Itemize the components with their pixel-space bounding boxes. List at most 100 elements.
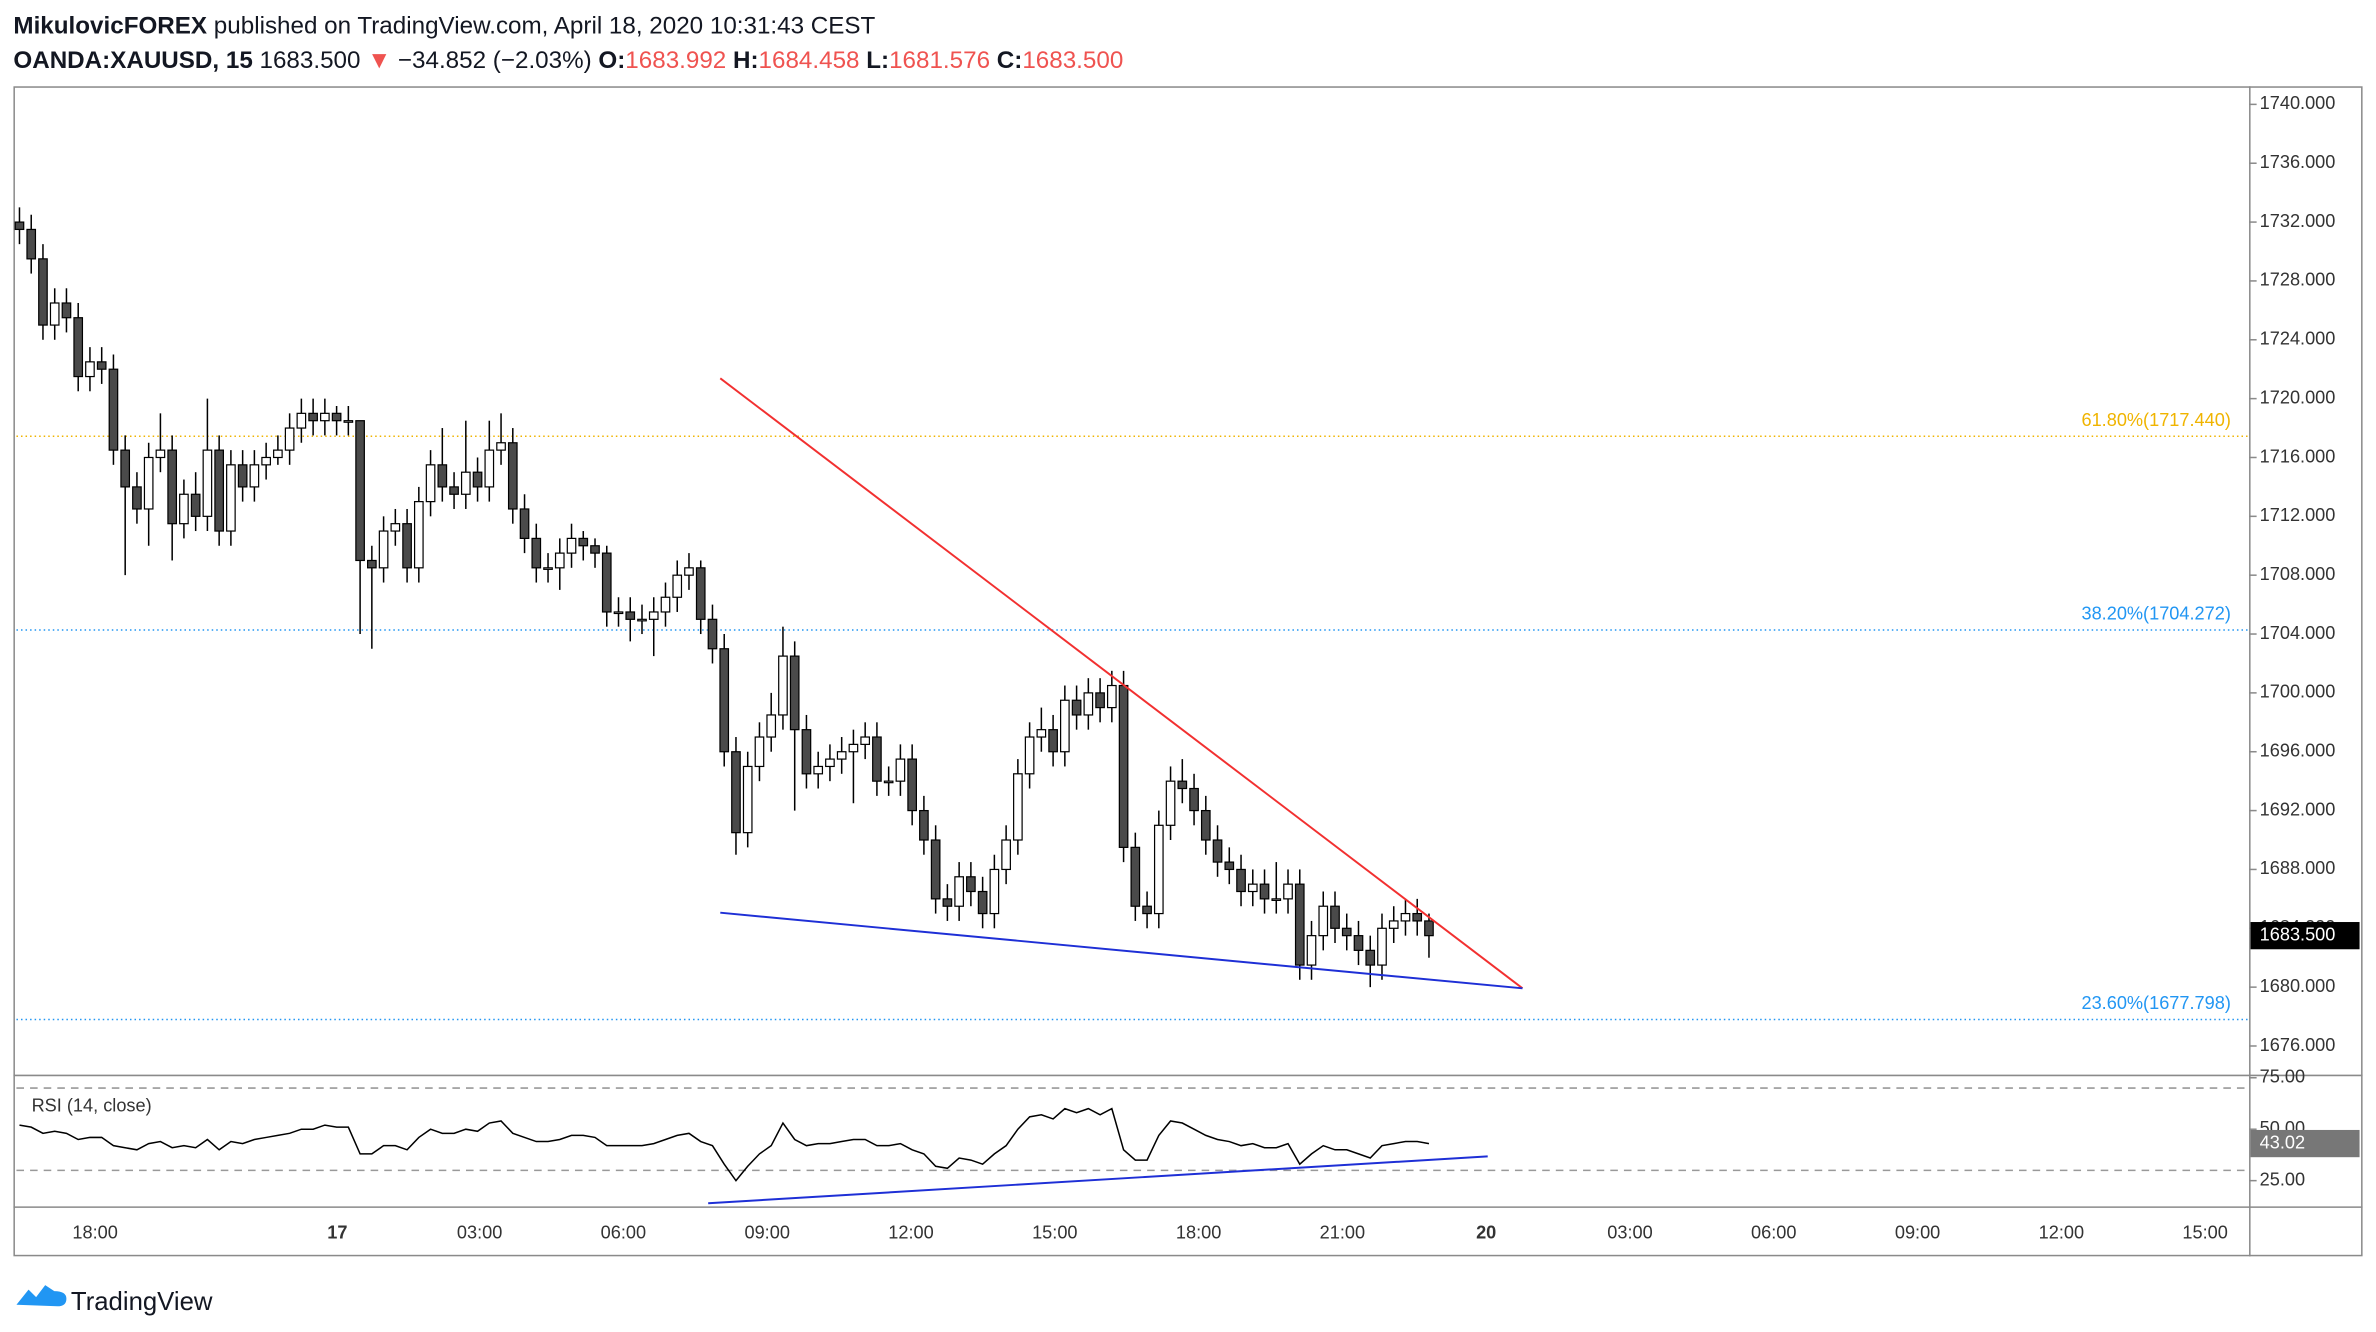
candle-body <box>1341 927 1352 937</box>
candle-body <box>320 412 330 422</box>
h-label: H: <box>733 47 759 74</box>
c-label: C: <box>997 47 1023 74</box>
change: −34.852 (−2.03%) <box>398 47 592 74</box>
candle-body <box>202 449 213 517</box>
y-tick-label: 25.00 <box>2260 1169 2305 1189</box>
last-price-label: 1683.500 <box>2260 924 2336 944</box>
arrow: ▼ <box>367 47 391 74</box>
candle-body <box>742 765 753 834</box>
candle-body <box>1048 729 1058 753</box>
candle-body <box>1060 699 1070 753</box>
fib-label: 61.80%(1717.440) <box>2081 410 2230 430</box>
candle-body <box>331 412 342 422</box>
candle-body <box>1130 846 1141 907</box>
candle-body <box>1236 868 1246 893</box>
candle-body <box>1001 839 1011 871</box>
x-tick-label: 17 <box>327 1222 347 1242</box>
candle-body <box>155 449 166 459</box>
candle-body <box>1377 927 1387 966</box>
candle-body <box>625 611 636 620</box>
y-tick-label: 1740.000 <box>2260 93 2336 113</box>
x-tick-label: 06:00 <box>1751 1222 1796 1242</box>
x-tick-label: 20 <box>1476 1222 1496 1242</box>
candle-body <box>460 471 471 495</box>
candle-body <box>179 493 189 525</box>
candle-body <box>919 809 929 841</box>
candle-body <box>1353 935 1364 951</box>
candle-body <box>249 464 260 488</box>
l-value: 1681.576 <box>889 47 990 74</box>
candle-body <box>754 736 765 768</box>
candle-body <box>613 611 624 615</box>
candle-body <box>1024 736 1035 775</box>
candle-body <box>472 471 483 488</box>
x-tick-label: 21:00 <box>1320 1222 1365 1242</box>
candle-body <box>167 449 178 525</box>
candle-body <box>766 714 777 738</box>
candle-body <box>1330 905 1340 929</box>
candle-body <box>1365 949 1376 966</box>
logo-text: TradingView <box>71 1288 213 1316</box>
candle-body <box>695 567 706 620</box>
y-tick-label: 1692.000 <box>2260 799 2336 819</box>
plot: 18:00 17 03:00 06:00 09:00 12:00 15:00 18:00 21:… <box>14 93 2360 1242</box>
candle-body <box>85 361 95 378</box>
o-value: 1683.992 <box>625 47 726 74</box>
candle-body <box>531 537 542 569</box>
symbol: OANDA:XAUUSD, 15 <box>13 47 252 74</box>
candle-body <box>648 611 659 620</box>
x-tick-label: 18:00 <box>1176 1222 1221 1242</box>
candle-body <box>860 736 871 745</box>
header-line-2: OANDA:XAUUSD, 15 1683.500 ▼ −34.852 (−2.… <box>13 47 1123 74</box>
candle-body <box>390 523 401 532</box>
candle-body <box>226 464 236 532</box>
x-tick-label: 09:00 <box>744 1222 789 1242</box>
candle-body <box>437 464 448 488</box>
y-tick-label: 1676.000 <box>2260 1035 2336 1055</box>
rsi-value-box <box>2250 1129 2360 1158</box>
candle-body <box>1118 684 1129 848</box>
author: MikulovicFOREX <box>13 12 207 39</box>
x-tick-label: 15:00 <box>2182 1222 2227 1242</box>
candle-body <box>813 765 824 775</box>
candle-body <box>942 898 953 907</box>
candle-body <box>836 751 847 760</box>
candle-body <box>1165 780 1176 826</box>
candle-body <box>660 596 671 613</box>
candle-body <box>977 890 988 915</box>
candle-body <box>789 655 800 731</box>
candle-body <box>554 552 565 569</box>
candle-body <box>519 508 530 540</box>
candle-body <box>143 456 154 510</box>
candle-body <box>1306 935 1317 966</box>
y-tick-label: 1688.000 <box>2260 858 2336 878</box>
last-price-box <box>2250 922 2360 950</box>
candle-body <box>96 361 107 370</box>
candle-body <box>825 758 835 768</box>
candle-body <box>778 655 788 716</box>
candle-body <box>1259 883 1270 900</box>
trendline <box>719 377 1524 990</box>
y-tick-label: 1736.000 <box>2260 152 2336 172</box>
rsi-trendline <box>708 1155 1488 1205</box>
candle-body <box>214 449 224 532</box>
candle-body <box>719 648 730 753</box>
candle-body <box>273 449 283 459</box>
y-tick-label: 1728.000 <box>2260 270 2336 290</box>
candle-body <box>907 758 917 812</box>
y-tick-label: 1716.000 <box>2260 446 2336 466</box>
y-tick-label: 1696.000 <box>2260 741 2336 761</box>
candle-body <box>1095 692 1105 709</box>
candle-body <box>367 559 377 569</box>
candle-body <box>73 317 84 378</box>
o-label: O: <box>598 47 625 74</box>
x-tick-label: 03:00 <box>457 1222 502 1242</box>
candle-body <box>672 574 683 598</box>
y-tick-label: 1680.000 <box>2260 976 2336 996</box>
candle-body <box>14 221 25 231</box>
candle-body <box>637 618 647 622</box>
x-tick-label: 15:00 <box>1032 1222 1077 1242</box>
candle-body <box>261 456 271 466</box>
candle-body <box>1294 883 1305 966</box>
